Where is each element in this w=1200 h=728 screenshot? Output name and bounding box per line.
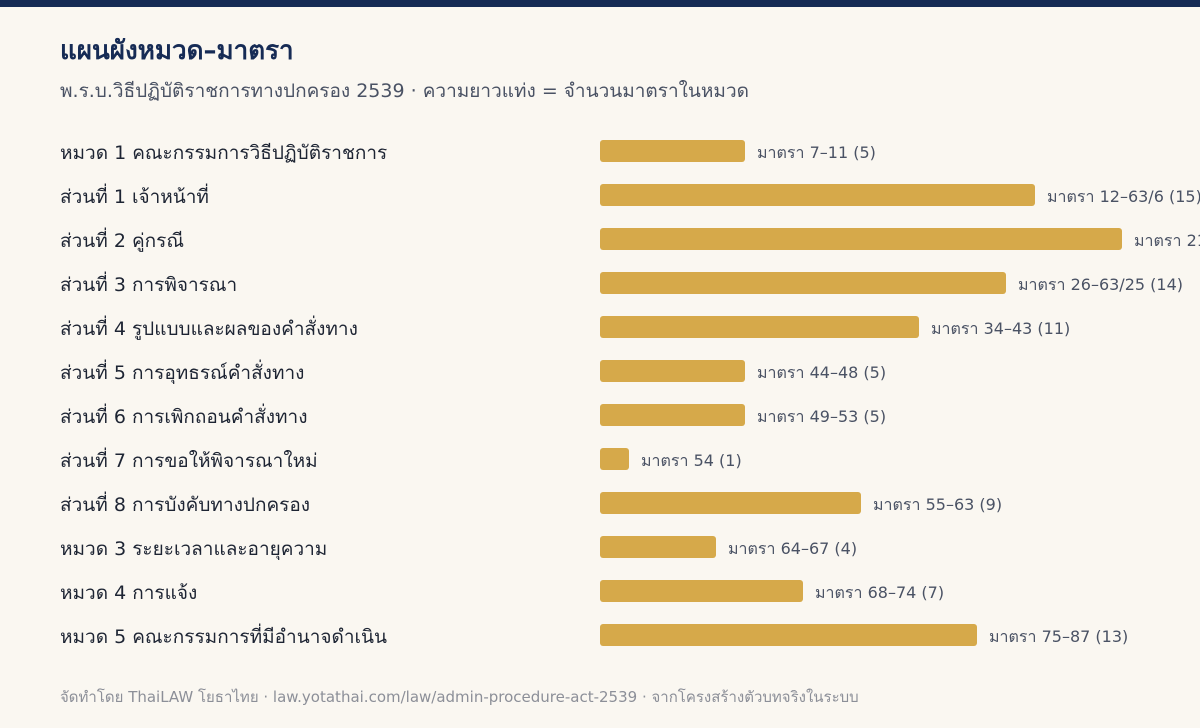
- value-label: มาตรา 54 (1): [641, 451, 742, 470]
- bar-chart: หมวด 1 คณะกรรมการวิธีปฏิบัติราชการมาตรา …: [0, 128, 1200, 658]
- chart-row: ส่วนที่ 3 การพิจารณา มาตรา 26–63/25 (14): [0, 260, 1200, 304]
- bar: [600, 492, 861, 514]
- bar: [600, 272, 1006, 294]
- value-label: มาตรา 55–63 (9): [873, 495, 1003, 514]
- category-label: หมวด 3 ระยะเวลาและอายุความ: [60, 538, 328, 560]
- bar: [600, 580, 803, 602]
- bar: [600, 624, 977, 646]
- bar: [600, 140, 745, 162]
- category-label: หมวด 4 การแจ้ง: [60, 582, 198, 604]
- bar: [600, 184, 1035, 206]
- chart-row: ส่วนที่ 7 การขอให้พิจารณาใหม่ มาตรา 54 (1…: [0, 436, 1200, 480]
- chart-row: ส่วนที่ 6 การเพิกถอนคำสั่งทาง มาตรา 49–53…: [0, 392, 1200, 436]
- chart-row: หมวด 4 การแจ้ง มาตรา 68–74 (7): [0, 568, 1200, 612]
- chart-subtitle: พ.ร.บ.วิธีปฏิบัติราชการทางปกครอง 2539 · …: [60, 80, 749, 102]
- chart-row: หมวด 5 คณะกรรมการที่มีอำนาจดำเนิน มาตรา 7…: [0, 612, 1200, 656]
- bar: [600, 536, 716, 558]
- value-label: มาตรา 68–74 (7): [815, 583, 945, 602]
- category-label: ส่วนที่ 7 การขอให้พิจารณาใหม่: [60, 450, 318, 472]
- chart-title: แผนผังหมวด–มาตรา: [60, 36, 294, 66]
- category-label: หมวด 1 คณะกรรมการวิธีปฏิบัติราชการ: [60, 142, 388, 164]
- bar: [600, 404, 745, 426]
- chart-row: ส่วนที่ 8 การบังคับทางปกครอง มาตรา 55–63 …: [0, 480, 1200, 524]
- category-label: ส่วนที่ 6 การเพิกถอนคำสั่งทาง: [60, 406, 308, 428]
- bar: [600, 448, 629, 470]
- value-label: มาตรา 26–63/25 (14): [1018, 275, 1183, 294]
- value-label: มาตรา 64–67 (4): [728, 539, 858, 558]
- category-label: ส่วนที่ 3 การพิจารณา: [60, 274, 238, 296]
- chart-row: ส่วนที่ 4 รูปแบบและผลของคำสั่งทาง มาตรา 3…: [0, 304, 1200, 348]
- bar: [600, 316, 919, 338]
- category-label: ส่วนที่ 1 เจ้าหน้าที่: [60, 186, 209, 208]
- value-label: มาตรา 21–25 (18): [1134, 231, 1200, 250]
- footer-credit: จัดทำโดย ThaiLAW โยธาไทย · law.yotathai.…: [60, 688, 859, 706]
- chart-row: ส่วนที่ 5 การอุทธรณ์คำสั่งทาง มาตรา 44–48…: [0, 348, 1200, 392]
- category-label: ส่วนที่ 5 การอุทธรณ์คำสั่งทาง: [60, 362, 305, 384]
- category-label: ส่วนที่ 2 คู่กรณี: [60, 230, 184, 252]
- chart-row: หมวด 3 ระยะเวลาและอายุความ มาตรา 64–67 (4…: [0, 524, 1200, 568]
- value-label: มาตรา 12–63/6 (15): [1047, 187, 1200, 206]
- value-label: มาตรา 75–87 (13): [989, 627, 1129, 646]
- bar: [600, 228, 1122, 250]
- chart-row: ส่วนที่ 2 คู่กรณี มาตรา 21–25 (18): [0, 216, 1200, 260]
- category-label: ส่วนที่ 8 การบังคับทางปกครอง: [60, 494, 311, 516]
- chart-row: หมวด 1 คณะกรรมการวิธีปฏิบัติราชการ มาตรา …: [0, 128, 1200, 172]
- value-label: มาตรา 34–43 (11): [931, 319, 1071, 338]
- bar: [600, 360, 745, 382]
- category-label: ส่วนที่ 4 รูปแบบและผลของคำสั่งทาง: [60, 318, 358, 340]
- value-label: มาตรา 44–48 (5): [757, 363, 887, 382]
- top-accent-bar: [0, 0, 1200, 7]
- value-label: มาตรา 49–53 (5): [757, 407, 887, 426]
- category-label: หมวด 5 คณะกรรมการที่มีอำนาจดำเนิน: [60, 626, 387, 648]
- chart-row: ส่วนที่ 1 เจ้าหน้าที่ มาตรา 12–63/6 (15): [0, 172, 1200, 216]
- value-label: มาตรา 7–11 (5): [757, 143, 876, 162]
